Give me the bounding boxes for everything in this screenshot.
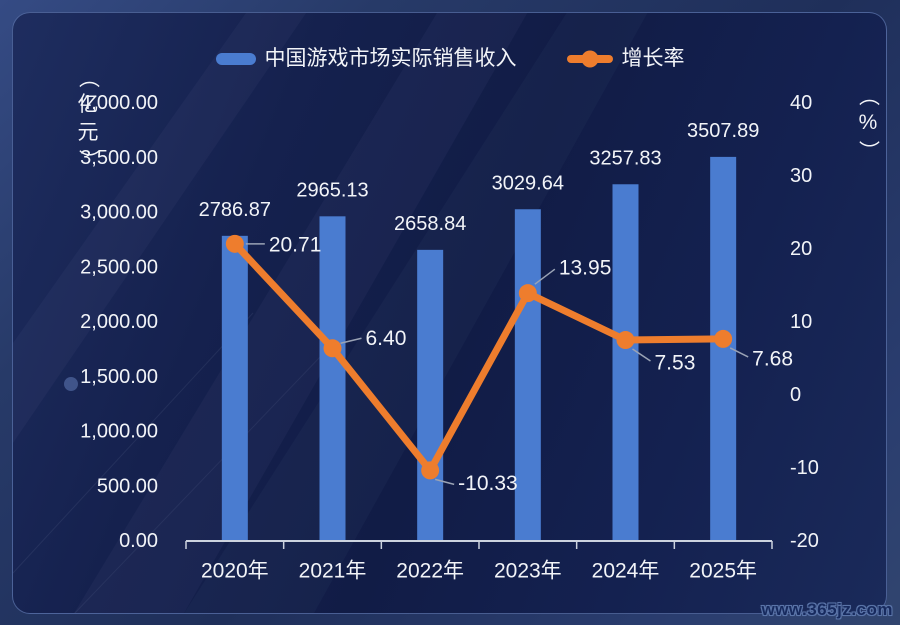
bar-value-label: 2786.87 [199,199,271,221]
x-axis-label: 2021年 [299,560,367,583]
growth-point-2025年 [714,329,733,348]
x-axis-label: 2024年 [592,560,660,583]
y-axis-tick-label-left: 0.00 [119,530,158,552]
legend: 中国游戏市场实际销售收入 增长率 [0,45,900,73]
right-axis-unit-label: （%） [856,85,880,161]
growth-value-label: 13.95 [559,257,612,280]
bar-value-label: 3029.64 [492,172,564,194]
line-series-swatch-icon [566,50,613,68]
legend-item-growth-rate: 增长率 [566,45,685,73]
y-axis-tick-label-left: 2,000.00 [80,311,158,333]
line-series-dot-icon [581,50,598,68]
watermark: www.365jz.com [761,600,893,619]
bar-value-label: 2965.13 [296,179,368,201]
bar-series-swatch-icon [215,53,256,65]
bar-value-label: 3507.89 [687,120,759,142]
y-axis-tick-label-left: 1,000.00 [80,421,158,443]
y-axis-tick-label-left: 500.00 [97,475,158,497]
legend-revenue-label: 中国游戏市场实际销售收入 [264,47,517,70]
leader-line [340,337,362,345]
x-axis-label: 2025年 [689,560,757,583]
y-axis-tick-label-right: -10 [790,457,819,479]
growth-value-label: 20.71 [269,233,322,256]
growth-point-2024年 [616,331,635,350]
legend-growth-label: 增长率 [621,47,685,70]
growth-value-label: 6.40 [366,327,407,350]
x-axis-label: 2020年 [201,560,269,583]
growth-value-label: 7.68 [752,347,793,370]
y-axis-tick-label-right: 10 [790,311,812,333]
growth-value-label: -10.33 [458,472,518,495]
y-axis-tick-label-right: -20 [790,530,819,552]
growth-value-label: 7.53 [655,352,696,375]
growth-point-2021年 [323,339,342,358]
y-axis-tick-label-left: 4,000.00 [80,92,158,114]
y-axis-tick-label-right: 40 [790,92,812,114]
bar-value-label: 3257.83 [589,147,661,169]
leader-line [534,268,556,285]
leader-line [729,347,749,358]
bar-2024年 [612,184,639,541]
bar-2022年 [417,249,444,541]
growth-rate-line [231,240,727,474]
y-axis-tick-label-left: 3,000.00 [80,202,158,224]
y-axis-tick-label-left: 1,500.00 [80,366,158,388]
y-axis-tick-label-left: 2,500.00 [80,256,158,278]
y-axis-tick-label-left: 3,500.00 [80,147,158,169]
growth-point-2023年 [518,284,537,303]
x-axis-label: 2022年 [396,560,464,583]
growth-point-2022年 [421,461,440,480]
bar-2021年 [319,216,346,541]
y-axis-tick-label-right: 20 [790,238,812,260]
bar-value-label: 2658.84 [394,213,466,235]
legend-item-revenue: 中国游戏市场实际销售收入 [215,45,517,73]
leader-line [434,478,455,486]
y-axis-tick-label-right: 0 [790,384,801,406]
leader-line [632,348,651,362]
growth-point-2020年 [225,234,244,253]
y-axis-tick-label-right: 30 [790,165,812,187]
left-axis-unit-label: （亿元） [76,67,100,171]
bar-2020年 [221,235,248,541]
decorative-dot [64,377,78,391]
bar-2023年 [514,209,541,541]
x-axis-label: 2023年 [494,560,562,583]
